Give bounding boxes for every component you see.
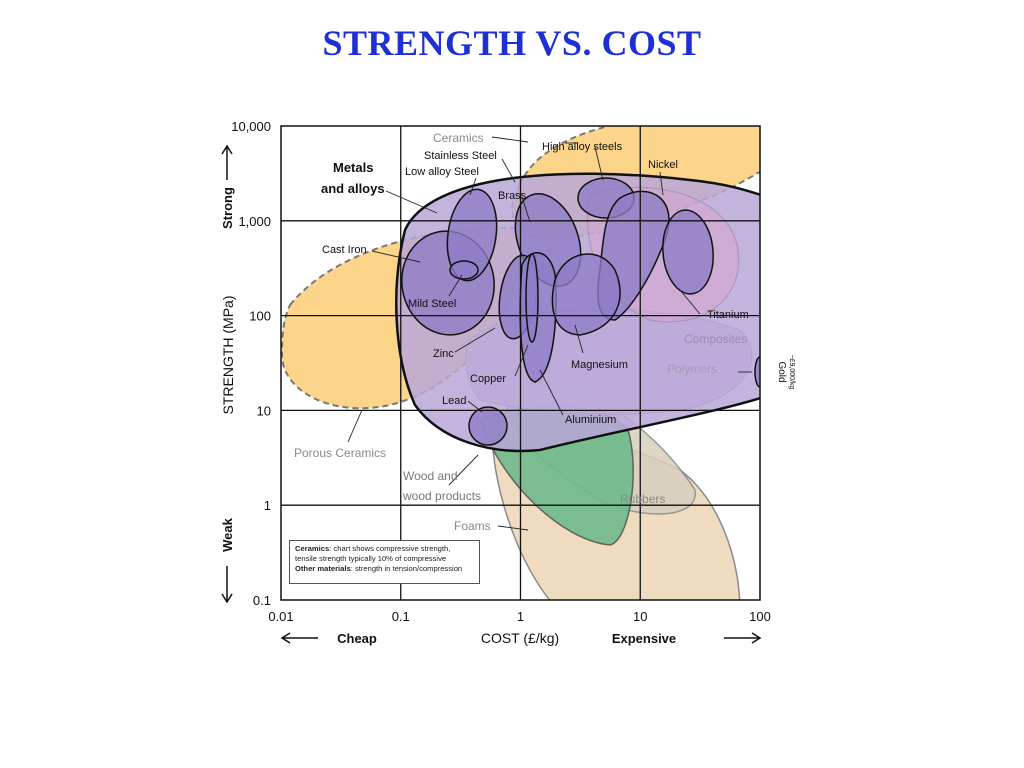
label-mild-steel: Mild Steel xyxy=(408,298,456,310)
y-end-strong: Strong xyxy=(220,187,235,229)
bubble-stainless-steel xyxy=(446,188,498,282)
label-magnesium: Magnesium xyxy=(571,359,628,371)
y-tick-label: 10,000 xyxy=(231,119,271,134)
arrow-cheap xyxy=(280,632,318,644)
note-line-1: Ceramics: chart shows compressive streng… xyxy=(295,544,451,553)
label-composites: Composites xyxy=(684,332,747,346)
label-metals-line1: Metals xyxy=(333,160,373,175)
bubble-magnesium xyxy=(551,253,621,336)
label-zinc: Zinc xyxy=(433,348,454,360)
label-cast-iron: Cast Iron xyxy=(322,244,367,256)
y-end-weak: Weak xyxy=(220,517,235,551)
y-tick-label: 1,000 xyxy=(238,214,271,229)
y-tick-label: 100 xyxy=(249,309,271,324)
y-tick-label: 10 xyxy=(257,403,271,418)
bubble-gold xyxy=(754,356,760,388)
label-lead: Lead xyxy=(442,395,466,407)
leader-line xyxy=(501,158,516,183)
leader-line xyxy=(497,525,529,531)
label-metals-line2: and alloys xyxy=(321,181,385,196)
label-rubbers: Rubbers xyxy=(620,492,665,506)
y-axis-title: STRENGTH (MPa) xyxy=(220,296,236,415)
label-gold-price: ~£9,000/kg xyxy=(788,355,795,390)
label-low-alloy-steel: Low alloy Steel xyxy=(405,166,479,178)
bubble-low-alloy-steel xyxy=(449,260,479,280)
slide-title: STRENGTH VS. COST xyxy=(322,23,702,63)
leader-line xyxy=(594,146,604,181)
label-copper: Copper xyxy=(470,373,506,385)
x-tick-label: 0.01 xyxy=(268,609,293,624)
note-line-2: tensile strength typically 10% of compre… xyxy=(295,554,447,563)
leader-line xyxy=(679,289,701,315)
leader-line xyxy=(371,250,421,263)
note-line-3: Other materials: strength in tension/com… xyxy=(295,564,463,573)
x-end-expensive: Expensive xyxy=(612,631,676,646)
leader-line xyxy=(574,324,584,354)
label-ceramics: Ceramics xyxy=(433,131,484,145)
leader-line xyxy=(469,177,477,196)
leader-line xyxy=(385,190,438,214)
bubble-titanium xyxy=(662,209,714,295)
y-tick-label: 1 xyxy=(264,498,271,513)
x-tick-label: 10 xyxy=(633,609,647,624)
label-polymers: Polymers xyxy=(667,362,717,376)
label-gold: Gold xyxy=(776,361,787,382)
arrow-weak xyxy=(221,566,233,604)
label-foams: Foams xyxy=(454,519,491,533)
x-tick-label: 100 xyxy=(749,609,771,624)
label-brass: Brass xyxy=(498,190,527,202)
bubble-copper xyxy=(525,253,539,343)
leader-line xyxy=(467,400,483,413)
arrow-strong xyxy=(221,144,233,180)
label-titanium: Titanium xyxy=(707,309,749,321)
label-wood-line1: Wood and xyxy=(403,469,458,483)
leader-line xyxy=(659,171,664,196)
leader-line xyxy=(514,344,529,377)
x-axis-title: COST (£/kg) xyxy=(481,630,559,646)
x-tick-label: 0.1 xyxy=(392,609,410,624)
x-end-cheap: Cheap xyxy=(337,631,377,646)
label-stainless-steel: Stainless Steel xyxy=(424,150,497,162)
label-high-alloy-steels: High alloy steels xyxy=(542,141,623,153)
arrow-expensive xyxy=(724,632,762,644)
leader-line xyxy=(521,196,531,223)
label-porous-ceramics: Porous Ceramics xyxy=(294,446,386,460)
leader-line xyxy=(448,274,463,297)
label-wood-line2: wood products xyxy=(402,489,481,503)
leader-line xyxy=(448,454,479,486)
leader-line xyxy=(539,369,564,416)
label-aluminium: Aluminium xyxy=(565,414,616,426)
label-nickel: Nickel xyxy=(648,159,678,171)
leader-line xyxy=(454,327,496,353)
bubble-lead xyxy=(468,406,508,446)
y-tick-label: 0.1 xyxy=(253,593,271,608)
leader-line xyxy=(347,409,363,443)
notes-legend-box: Ceramics: chart shows compressive streng… xyxy=(289,540,480,584)
x-tick-label: 1 xyxy=(517,609,524,624)
leader-line xyxy=(491,136,529,143)
